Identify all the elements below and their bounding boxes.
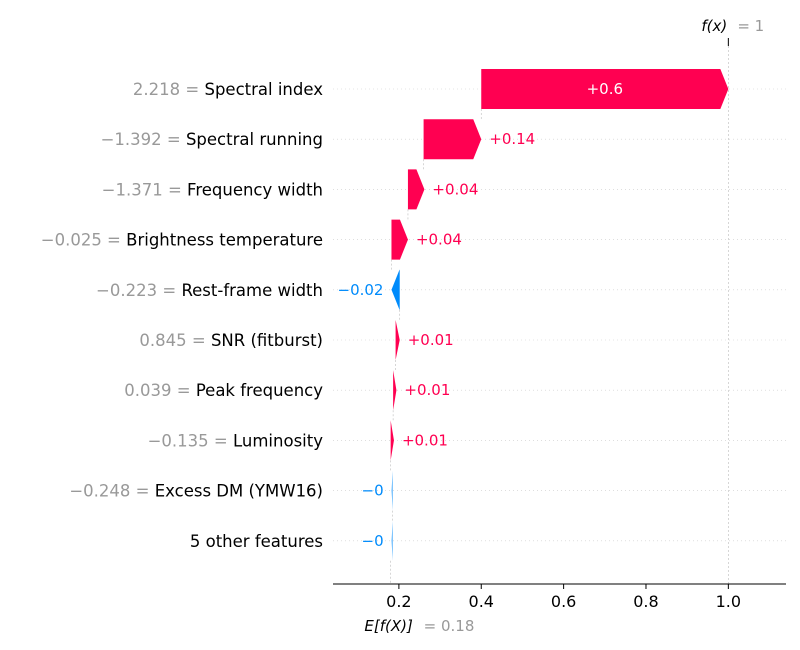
feature-value: −0.223 =: [96, 281, 181, 300]
bar-value-label: +0.6: [587, 80, 623, 98]
bar-value-label: +0.14: [489, 130, 535, 148]
bar-value-label: +0.04: [432, 180, 478, 198]
feature-name: Frequency width: [187, 180, 323, 199]
feature-label: 0.039 = Peak frequency: [124, 381, 323, 400]
feature-label: 0.845 = SNR (fitburst): [139, 331, 323, 350]
feature-value: 0.845 =: [139, 331, 211, 350]
x-tick-label: 0.8: [633, 592, 658, 611]
bar-value-label: +0.01: [404, 381, 450, 399]
fx-annotation: f(x) = 1: [701, 17, 764, 35]
feature-labels: 2.218 = Spectral index −1.392 = Spectral …: [41, 80, 323, 551]
bar: [407, 169, 425, 210]
feature-name: 5 other features: [190, 532, 323, 551]
bar-value-label: −0: [362, 482, 384, 500]
feature-value: 0.039 =: [124, 381, 196, 400]
fx-label: f(x): [701, 17, 727, 35]
feature-name: Luminosity: [233, 431, 323, 450]
feature-value: −1.371 =: [102, 180, 187, 199]
bar: [391, 269, 400, 310]
bar: [390, 420, 394, 461]
bar: [391, 520, 393, 561]
bar-value-label: +0.04: [416, 231, 462, 249]
feature-label: −0.248 = Excess DM (YMW16): [69, 482, 323, 501]
feature-name: Spectral index: [204, 80, 323, 99]
bar-value-labels: +0.6 +0.14 +0.04 +0.04 −0.02 +0.01 +0.01 +0.01 −…: [338, 80, 624, 550]
bar: [393, 370, 397, 411]
bar-value-label: −0: [362, 532, 384, 550]
expected-value-annotation: E[f(X)] = 0.18: [364, 617, 474, 635]
reference-lines: [390, 38, 729, 584]
x-tick-label: 0.6: [551, 592, 576, 611]
feature-label: −0.135 = Luminosity: [148, 431, 324, 450]
x-tick-label: 0.2: [386, 592, 411, 611]
bar: [423, 119, 482, 160]
bar-value-label: +0.01: [402, 431, 448, 449]
feature-label: −0.223 = Rest-frame width: [96, 281, 323, 300]
x-tick-label: 1.0: [716, 592, 741, 611]
bar: [481, 69, 729, 109]
feature-label: −0.025 = Brightness temperature: [41, 231, 323, 250]
expected-value-label: E[f(X)]: [364, 617, 413, 635]
x-axis: 0.2 0.4 0.6 0.8 1.0: [333, 583, 786, 611]
feature-label: −1.392 = Spectral running: [101, 130, 323, 149]
bar: [391, 470, 393, 511]
feature-name: Rest-frame width: [181, 281, 323, 300]
feature-value: 2.218 =: [133, 80, 205, 99]
fx-value: = 1: [737, 17, 764, 35]
feature-label: 5 other features: [190, 532, 323, 551]
bar: [391, 219, 408, 260]
feature-name: Peak frequency: [196, 381, 323, 400]
x-tick-label: 0.4: [469, 592, 494, 611]
feature-name: Excess DM (YMW16): [155, 482, 323, 501]
feature-value: −1.392 =: [101, 130, 186, 149]
feature-name: SNR (fitburst): [211, 331, 323, 350]
feature-value: −0.135 =: [148, 431, 233, 450]
bar-value-label: +0.01: [408, 331, 454, 349]
feature-label: 2.218 = Spectral index: [133, 80, 323, 99]
feature-label: −1.371 = Frequency width: [102, 180, 323, 199]
row-gridlines: [333, 88, 786, 542]
feature-value: −0.025 =: [41, 231, 126, 250]
expected-value-text: = 0.18: [424, 617, 475, 635]
bar: [395, 320, 400, 360]
feature-value: −0.248 =: [69, 482, 154, 501]
bar-value-label: −0.02: [338, 281, 384, 299]
feature-name: Brightness temperature: [126, 231, 323, 250]
feature-name: Spectral running: [186, 130, 323, 149]
bars: [390, 69, 729, 561]
